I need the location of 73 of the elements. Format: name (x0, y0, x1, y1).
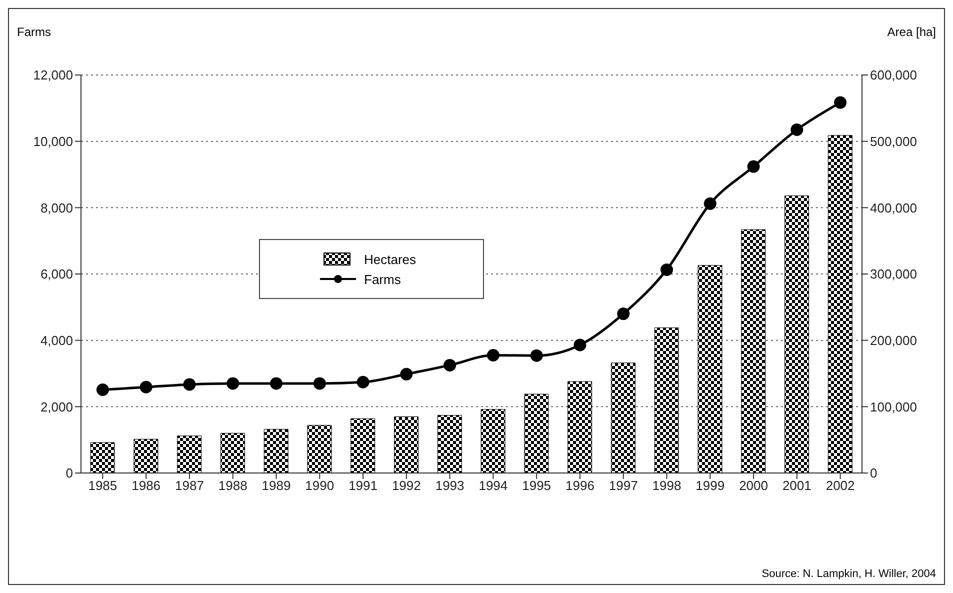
y2-tick-label: 100,000 (870, 399, 917, 414)
source-note: Source: N. Lampkin, H. Willer, 2004 (762, 568, 936, 580)
x-tick-label: 1999 (696, 478, 725, 494)
bar (134, 438, 158, 473)
x-tick-label: 1994 (478, 478, 508, 494)
y2-tick-label: 600,000 (870, 68, 917, 83)
y2-tick-label: 400,000 (870, 200, 917, 216)
x-tick-label: 1989 (262, 478, 291, 494)
point (226, 377, 240, 390)
point (704, 197, 716, 210)
x-tick-label: 1998 (652, 478, 682, 494)
bar (480, 409, 506, 473)
bar (828, 135, 852, 473)
y-tick-label: 6,000 (40, 266, 73, 282)
bar (568, 381, 592, 473)
bar (394, 416, 419, 473)
point (530, 349, 543, 362)
y2-tick-label: 500,000 (870, 134, 917, 149)
point (617, 308, 630, 320)
point (660, 263, 673, 276)
x-tick-label: 1997 (608, 478, 638, 494)
y2-tick-label: 0 (870, 466, 878, 481)
y-axis-title: Farms (17, 25, 51, 39)
point (400, 368, 413, 380)
bar (654, 327, 679, 473)
x-tick-label: 1996 (566, 478, 594, 494)
point (834, 96, 847, 109)
x-tick-label: 1995 (522, 478, 552, 494)
point (790, 123, 804, 136)
x-tick-label: 1988 (218, 478, 248, 494)
point (270, 377, 282, 390)
bar (698, 265, 722, 473)
y2-tick-label: 300,000 (870, 266, 917, 282)
bar (741, 229, 766, 473)
x-tick-label: 1987 (175, 478, 204, 494)
y-tick-label: 8,000 (40, 200, 73, 216)
x-tick-label: 1991 (348, 478, 378, 494)
y-tick-label: 10,000 (33, 134, 73, 149)
point (486, 349, 500, 362)
bar (220, 432, 245, 473)
point (183, 378, 196, 391)
y-tick-label: 0 (66, 466, 73, 481)
bar (264, 428, 288, 473)
point (747, 160, 760, 173)
bar (437, 415, 462, 473)
point (96, 384, 109, 396)
point (444, 358, 456, 372)
bar (610, 362, 636, 473)
bar (307, 424, 332, 473)
bar (90, 442, 115, 473)
x-tick-label: 1986 (132, 478, 161, 494)
bar (524, 394, 549, 473)
point (313, 377, 326, 390)
x-tick-label: 2001 (782, 478, 812, 494)
bar (350, 418, 376, 473)
y-tick-label: 2,000 (40, 399, 73, 414)
bar (177, 436, 202, 473)
legend-label: Hectares (364, 252, 416, 266)
bar (784, 195, 810, 473)
x-tick-label: 1990 (305, 478, 334, 494)
point (356, 376, 370, 388)
legend-label: Farms (364, 272, 401, 286)
x-tick-label: 2000 (739, 478, 768, 494)
y-tick-label: 4,000 (40, 332, 73, 348)
y2-axis-title: Area [ha] (887, 25, 936, 39)
x-tick-label: 1993 (435, 478, 464, 494)
x-tick-label: 1985 (88, 478, 118, 494)
x-tick-label: 2002 (826, 478, 855, 494)
y-tick-label: 12,000 (33, 68, 73, 83)
y2-tick-label: 200,000 (870, 332, 917, 348)
x-tick-label: 1992 (392, 478, 421, 494)
point (140, 380, 152, 394)
point (574, 338, 586, 352)
